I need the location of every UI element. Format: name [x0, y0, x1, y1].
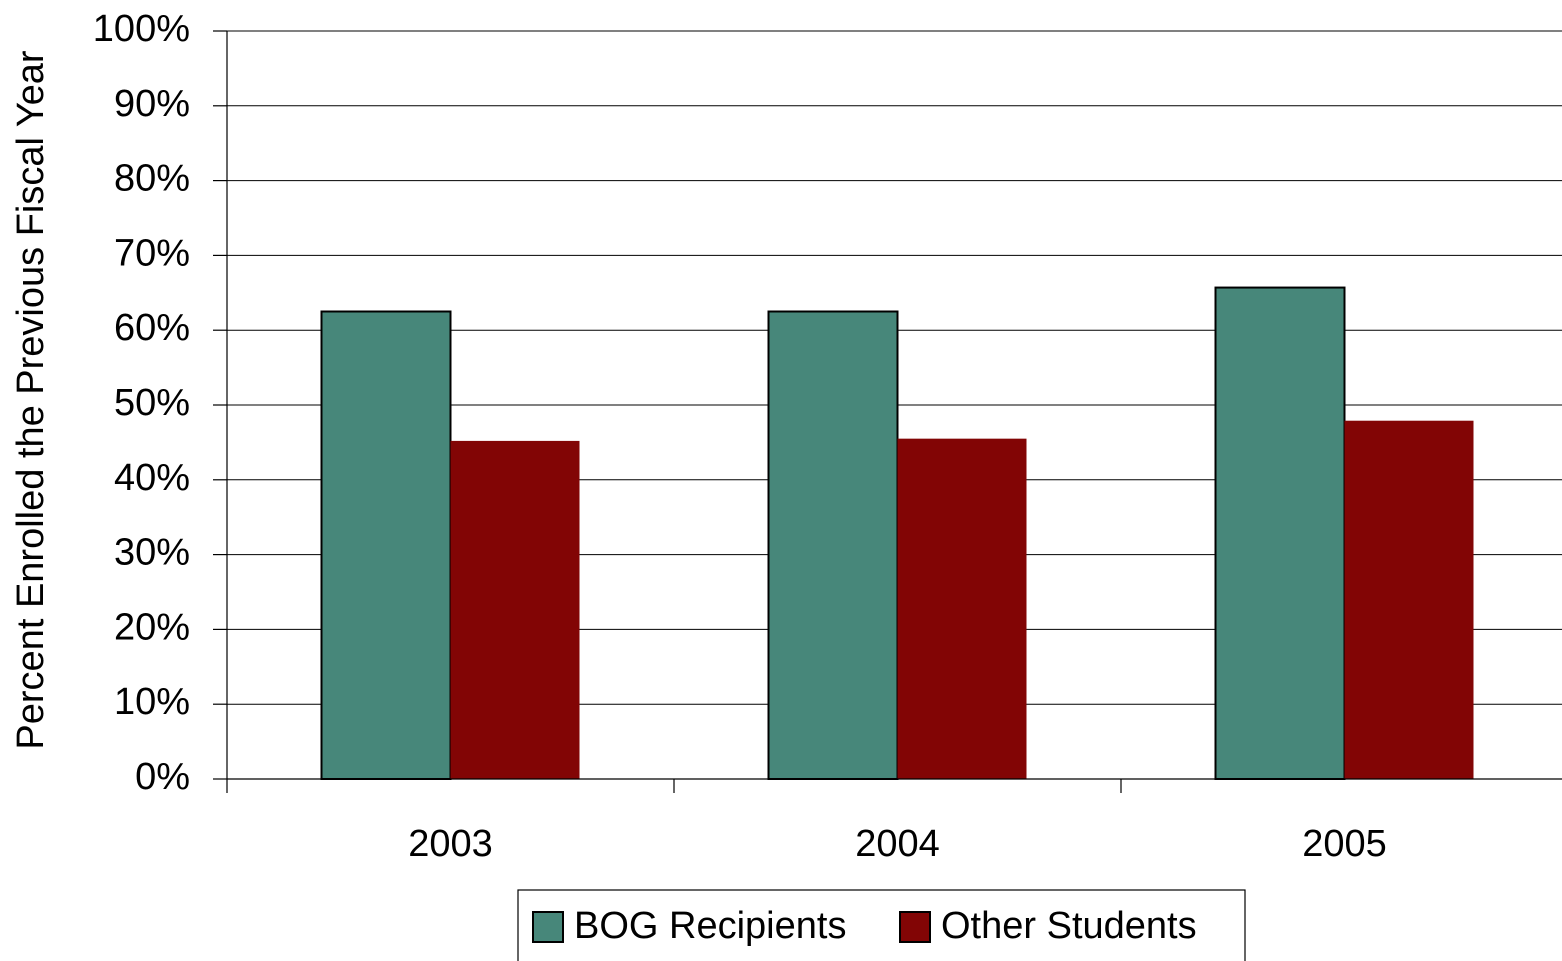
legend-box	[517, 889, 1246, 961]
bar	[450, 440, 580, 779]
y-tick-label: 0%	[135, 756, 190, 798]
y-tick-label: 40%	[114, 457, 190, 499]
y-axis-label: Percent Enrolled the Previous Fiscal Yea…	[10, 50, 52, 750]
y-tick-label: 20%	[114, 606, 190, 648]
y-tick-label: 60%	[114, 307, 190, 349]
bar	[1344, 420, 1474, 779]
bar	[767, 310, 899, 780]
bar	[320, 310, 452, 780]
x-tick-label: 2005	[1302, 823, 1387, 865]
y-tick-label: 100%	[93, 8, 190, 50]
bar	[1214, 286, 1346, 780]
y-tick-label: 30%	[114, 532, 190, 574]
legend-label: Other Students	[941, 905, 1197, 947]
legend-label: BOG Recipients	[574, 905, 846, 947]
legend-swatch	[532, 911, 564, 943]
y-tick-label: 80%	[114, 158, 190, 200]
legend-swatch	[899, 911, 931, 943]
x-tick-label: 2003	[408, 823, 493, 865]
bar	[897, 438, 1027, 779]
y-tick-label: 10%	[114, 681, 190, 723]
y-tick-label: 70%	[114, 232, 190, 274]
y-tick-label: 50%	[114, 382, 190, 424]
y-tick-label: 90%	[114, 83, 190, 125]
x-tick-label: 2004	[855, 823, 940, 865]
